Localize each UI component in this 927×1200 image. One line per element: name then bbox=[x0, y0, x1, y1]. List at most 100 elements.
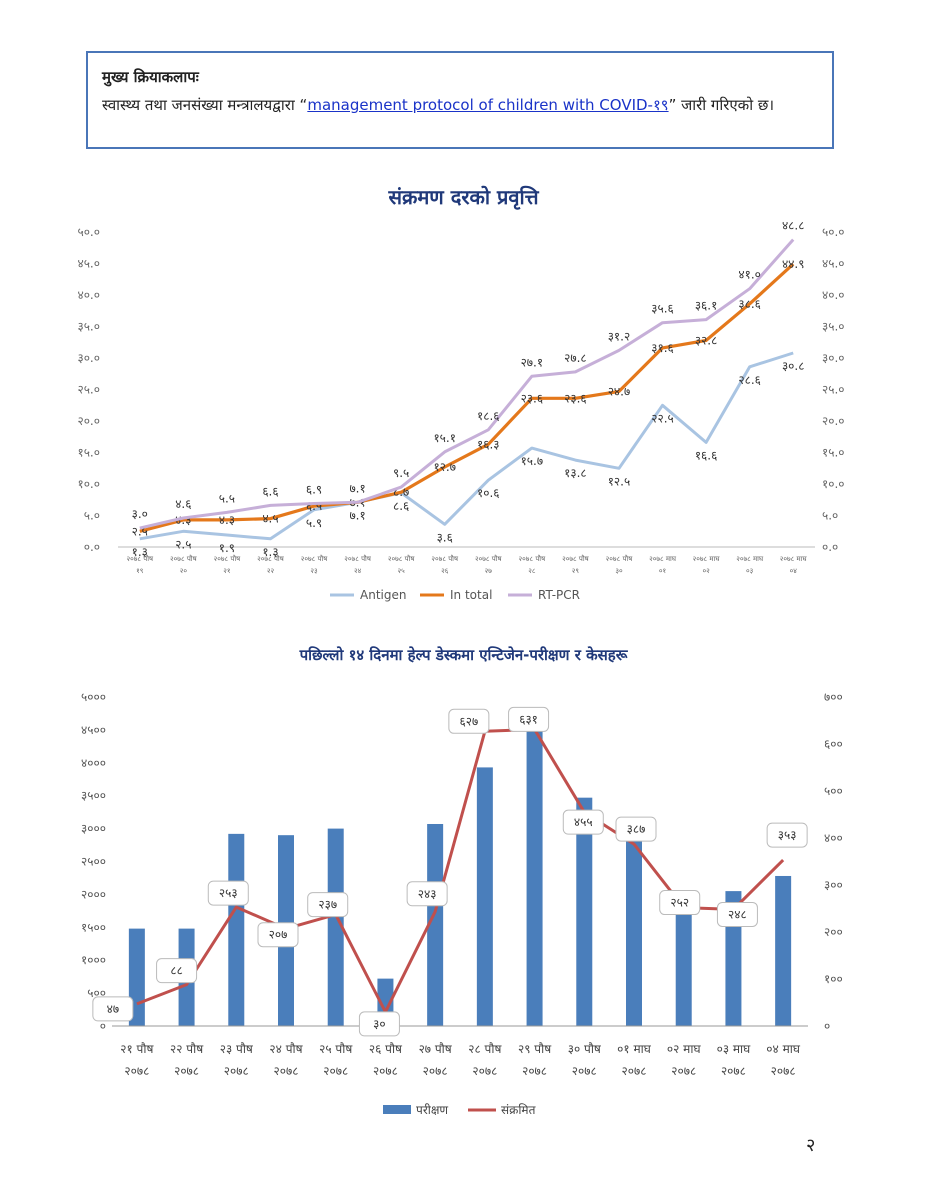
y-tick-right: १०.० bbox=[822, 477, 845, 491]
x-tick-label: २७ पौष २०७८ bbox=[419, 1042, 453, 1078]
y-tick-left: ४५.० bbox=[77, 257, 100, 271]
x-tick-label: २०७८ पौष २१ bbox=[214, 554, 242, 575]
data-label: २४३ bbox=[418, 887, 437, 901]
y-tick-left: १५.० bbox=[77, 446, 100, 460]
x-tick-label: ०३ माघ २०७८ bbox=[717, 1042, 752, 1078]
x-tick-line: २०७८ bbox=[671, 1064, 696, 1078]
x-tick-line: २७ पौष bbox=[419, 1042, 453, 1056]
x-tick-label: २८ पौष २०७८ bbox=[468, 1042, 502, 1078]
data-label: ३.० bbox=[132, 507, 148, 521]
x-tick-line: २०७८ bbox=[472, 1064, 497, 1078]
bar-tests bbox=[327, 828, 344, 1026]
data-label-box bbox=[358, 1011, 400, 1037]
data-label-box bbox=[716, 901, 758, 927]
x-tick-line: २१ bbox=[223, 567, 230, 575]
x-tick-line: २०७८ पौष bbox=[344, 554, 372, 563]
data-label: ४१.० bbox=[738, 268, 761, 282]
data-label: ८८ bbox=[170, 964, 182, 978]
y-tick-left: ४५०० bbox=[81, 723, 106, 737]
x-tick-line: २२ पौष bbox=[170, 1042, 204, 1056]
y-tick-left: १००० bbox=[81, 953, 106, 967]
chart2-title: पछिल्लो १४ दिनमा हेल्प डेस्कमा एन्टिजेन-… bbox=[299, 646, 628, 664]
data-label: ४.५ bbox=[262, 512, 278, 526]
data-label: ५.५ bbox=[219, 491, 235, 505]
data-label: ७.१ bbox=[349, 508, 365, 522]
legend-label: In total bbox=[450, 588, 492, 602]
data-label-box bbox=[508, 706, 550, 732]
x-tick-label: ३० पौष २०७८ bbox=[568, 1042, 602, 1078]
x-tick-line: २०७८ bbox=[124, 1064, 149, 1078]
data-label: ६.६ bbox=[262, 484, 278, 498]
data-label: २३७ bbox=[318, 898, 337, 912]
x-tick-line: ०२ bbox=[702, 567, 710, 575]
y-tick-right: ५०.० bbox=[822, 225, 845, 239]
activity-text-before: स्वास्थ्य तथा जनसंख्या मन्त्रालयद्वारा “ bbox=[102, 96, 308, 114]
x-tick-line: २०७८ bbox=[721, 1064, 746, 1078]
series-line-2 bbox=[139, 238, 795, 530]
y-tick-right: ६०० bbox=[824, 737, 843, 751]
legend-label: Antigen bbox=[360, 588, 406, 602]
x-tick-label: ०२ माघ २०७८ bbox=[667, 1042, 702, 1078]
protocol-link[interactable]: management protocol of children with COV… bbox=[307, 96, 669, 114]
data-label: ४८.८ bbox=[782, 219, 805, 233]
x-tick-line: २४ bbox=[354, 567, 362, 575]
y-tick-left: ३०.० bbox=[77, 351, 100, 365]
x-tick-line: २०७८ bbox=[522, 1064, 547, 1078]
y-tick-left: २५.० bbox=[77, 383, 100, 397]
y-tick-left: ३५०० bbox=[81, 789, 106, 803]
activity-text-after: ” जारी गरिएको छ। bbox=[668, 96, 775, 114]
data-label-box bbox=[92, 996, 134, 1022]
x-tick-line: ०२ माघ bbox=[667, 1042, 702, 1056]
x-tick-label: २०७८ माघ ०३ bbox=[736, 555, 764, 575]
x-tick-label: २०७८ पौष २२ bbox=[257, 554, 285, 575]
data-label: २५३ bbox=[219, 886, 238, 900]
x-tick-line: २०७८ पौष bbox=[431, 554, 459, 563]
x-tick-line: २०७८ पौष bbox=[170, 554, 198, 563]
data-label: १.३ bbox=[132, 545, 148, 559]
data-label: १६.३ bbox=[477, 437, 500, 451]
x-tick-line: २०७८ पौष bbox=[388, 554, 416, 563]
chart1-title: संक्रमण दरको प्रवृत्ति bbox=[388, 185, 539, 209]
data-label: ६२७ bbox=[459, 714, 478, 728]
x-tick-label: २०७८ पौष २३ bbox=[301, 554, 329, 575]
series-line-1 bbox=[139, 262, 795, 533]
x-tick-line: ०४ माघ bbox=[766, 1042, 801, 1056]
x-tick-line: २०७८ bbox=[423, 1064, 448, 1078]
y-tick-right: ३०.० bbox=[822, 351, 845, 365]
legend-label: RT-PCR bbox=[538, 588, 580, 602]
x-tick-label: २३ पौष २०७८ bbox=[220, 1042, 254, 1078]
bar-tests bbox=[526, 729, 543, 1026]
x-tick-line: २०७८ पौष bbox=[214, 554, 242, 563]
y-tick-left: २०.० bbox=[77, 414, 100, 428]
bar-tests bbox=[476, 767, 493, 1026]
x-tick-label: २०७८ माघ ०२ bbox=[693, 555, 721, 575]
data-label-box bbox=[257, 922, 299, 948]
data-label: ३८.६ bbox=[738, 297, 761, 311]
x-tick-line: २८ bbox=[528, 567, 536, 575]
x-tick-line: २०७८ पौष bbox=[519, 554, 547, 563]
y-tick-right: १५.० bbox=[822, 446, 845, 460]
x-tick-line: २०७८ bbox=[572, 1064, 597, 1078]
bar-tests bbox=[427, 823, 444, 1026]
data-label: २८.६ bbox=[738, 373, 761, 387]
x-tick-label: २०७८ पौष २९ bbox=[562, 554, 590, 575]
y-tick-right: २०.० bbox=[822, 414, 845, 428]
data-label: १२.७ bbox=[433, 460, 456, 474]
x-tick-label: २९ पौष २०७८ bbox=[518, 1042, 552, 1078]
y-tick-right: ० bbox=[824, 1019, 830, 1033]
data-label: १६.६ bbox=[695, 448, 718, 462]
x-tick-line: २९ bbox=[572, 567, 580, 575]
data-label: १०.६ bbox=[477, 486, 500, 500]
y-tick-left: ३००० bbox=[81, 822, 106, 836]
data-label-box bbox=[307, 892, 349, 918]
y-tick-right: ५०० bbox=[824, 784, 843, 798]
x-tick-line: ०३ माघ bbox=[717, 1042, 752, 1056]
data-label: २५२ bbox=[670, 896, 689, 910]
x-tick-line: २०७८ माघ bbox=[780, 555, 808, 563]
data-label: २०७ bbox=[269, 928, 288, 942]
data-label: ३५३ bbox=[778, 828, 797, 842]
data-label: ३१.२ bbox=[608, 329, 631, 343]
x-tick-line: २०७८ bbox=[771, 1064, 796, 1078]
x-tick-line: ३० bbox=[615, 567, 623, 575]
x-tick-label: २०७८ पौष १९ bbox=[126, 554, 154, 575]
